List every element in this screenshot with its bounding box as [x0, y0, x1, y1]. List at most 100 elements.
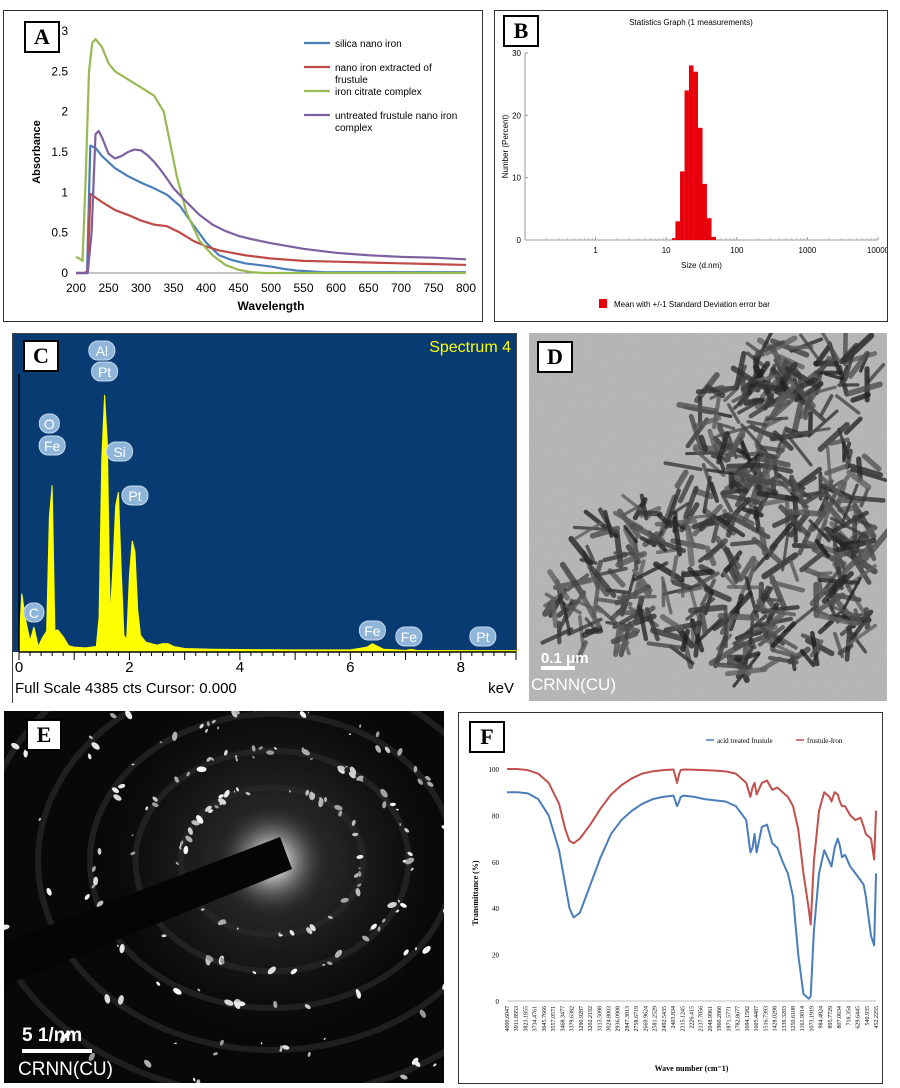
diffraction-spot [307, 711, 310, 714]
peak-label: C [29, 605, 39, 621]
x-tick-label: 4 [236, 659, 244, 676]
y-tick-label: 0 [61, 266, 68, 280]
peak-label: Pt [98, 364, 111, 380]
x-tick-label: 1161.9014 [800, 1006, 806, 1031]
nanorod [672, 515, 683, 557]
x-tick-label: 2 [125, 659, 133, 676]
diffraction-spot [172, 731, 178, 741]
diffraction-spot [197, 988, 201, 992]
nanorod [799, 333, 823, 365]
chart-title: Statistics Graph (1 measurements) [629, 18, 753, 27]
panel-label-a: A [24, 21, 60, 53]
nanorod [709, 481, 720, 504]
x-tick-label: 3734.4761 [533, 1006, 539, 1032]
x-tick-label: 3379.6382 [570, 1006, 576, 1032]
image-caption: CRNN(CU) [531, 675, 616, 694]
nanorod [770, 366, 792, 396]
nanorod [581, 625, 603, 638]
diffraction-spot [174, 776, 179, 783]
nanorod [817, 422, 850, 452]
diffraction-spot [301, 748, 310, 756]
diffraction-spot [413, 765, 418, 773]
diffraction-spot [4, 924, 10, 930]
x-tick-label: 3113.5098 [597, 1006, 603, 1031]
x-tick-label: 250 [98, 281, 118, 295]
diffraction-spot [205, 805, 212, 812]
panel-a: A 0 0.5 1 1.5 2 2.5 3 200 250 300 350 400 450 500 550 6… [3, 10, 483, 322]
legend-label: acid treated frustule [717, 737, 773, 745]
nanorod [850, 392, 871, 403]
nanorod [737, 401, 758, 415]
diffraction-spot [187, 827, 193, 835]
y-tick-label: 20 [492, 952, 500, 960]
x-tick-label: 1694.1582 [745, 1006, 751, 1032]
nanorod [754, 333, 776, 365]
diffraction-spot [399, 822, 402, 826]
diffraction-spot [395, 909, 400, 913]
diffraction-spot [218, 794, 224, 799]
diffraction-spot [324, 797, 327, 803]
nanorod [671, 579, 693, 591]
nanorod [819, 394, 834, 417]
nanorod [861, 453, 882, 472]
diffraction-spot [88, 1052, 95, 1062]
nanorod [573, 576, 596, 587]
panel-f: F 0 20 40 60 80 100 Transmittance (%) 4000.6047… [458, 712, 883, 1084]
nanorod [790, 380, 816, 409]
diffraction-spot [208, 809, 214, 814]
diffraction-spot [183, 845, 189, 855]
diffraction-spot [104, 994, 111, 1004]
nanorod [721, 570, 738, 589]
panel-label-c: C [23, 340, 59, 372]
diffraction-spot [191, 820, 200, 826]
peak-label: Al [96, 343, 108, 359]
panel-label-b: B [503, 15, 539, 47]
x-tick-label: 807.0634 [837, 1006, 843, 1029]
diffraction-spot [196, 766, 207, 773]
nanorod [725, 513, 737, 538]
nanorod [791, 400, 804, 437]
nanorod [716, 430, 730, 465]
nanorod [732, 512, 755, 527]
nanorod [768, 610, 786, 626]
diffraction-spot [63, 1031, 71, 1039]
nanorod [623, 527, 640, 556]
nanorod [669, 644, 695, 666]
x-tick-label: 3202.2192 [588, 1006, 594, 1032]
diffraction-spot [119, 944, 125, 954]
x-tick-label: 700 [391, 281, 411, 295]
legend-label: nano iron extracted of frustule [335, 63, 435, 86]
diffraction-spot [380, 788, 388, 798]
diffraction-spot [96, 900, 104, 908]
y-tick-label: 100 [489, 766, 500, 774]
diffraction-spot [382, 918, 386, 923]
nanorod [698, 514, 718, 532]
peak-label-bubble [106, 441, 134, 462]
diffraction-spot [442, 982, 444, 990]
nanorod [770, 397, 795, 420]
x-tick-label: 2936.0908 [616, 1006, 622, 1032]
nanorod [681, 569, 714, 578]
axis-band [13, 652, 518, 704]
nanorod [659, 614, 684, 632]
peak-label: Fe [401, 629, 418, 645]
panel-label-e: E [26, 719, 62, 751]
diffraction-spot [404, 857, 415, 865]
diffraction-spot [211, 757, 215, 761]
nanorod [549, 598, 559, 629]
x-tick-label: 3645.7666 [542, 1006, 548, 1032]
y-tick-label: 1.5 [51, 145, 68, 159]
diffraction-spot [144, 1059, 152, 1068]
nanorod [639, 510, 663, 517]
nanorod [705, 384, 726, 399]
nanorod [726, 403, 741, 424]
histogram-bar [693, 71, 698, 240]
chart-c: Spectrum 4 0 2 4 6 8 Full Scale 4385 cts Curso… [13, 339, 518, 704]
nanorod [556, 620, 562, 645]
histogram-bar [684, 90, 689, 241]
x-tick-label: 3823.1855 [523, 1006, 529, 1032]
x-tick-label: 718.354 [846, 1006, 852, 1026]
diffraction-spot [382, 801, 387, 809]
diffraction-spot [348, 733, 352, 735]
nanorod [770, 621, 797, 649]
